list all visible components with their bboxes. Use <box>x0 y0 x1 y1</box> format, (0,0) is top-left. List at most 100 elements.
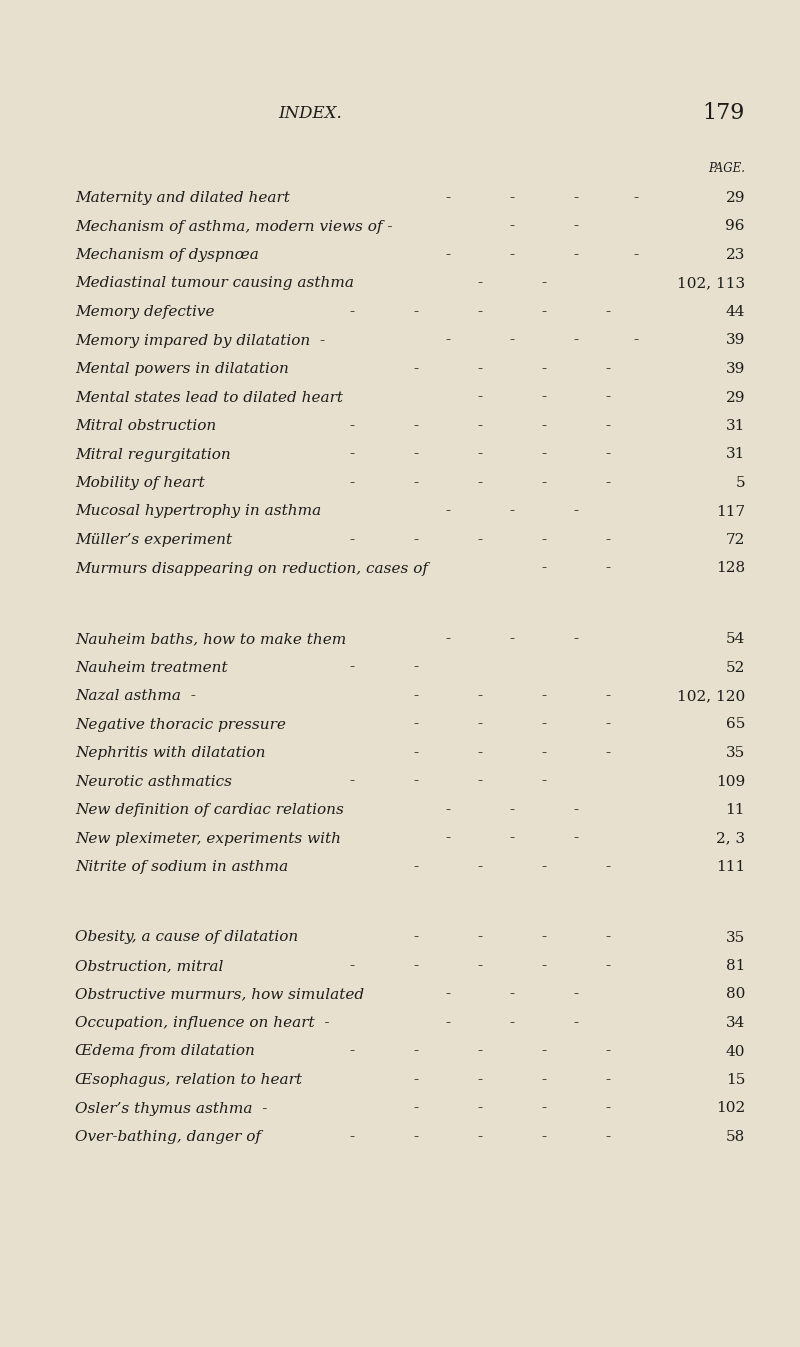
Text: -: - <box>478 1102 482 1115</box>
Text: -: - <box>414 533 418 547</box>
Text: -: - <box>542 533 546 547</box>
Text: -: - <box>510 248 514 263</box>
Text: 58: 58 <box>726 1130 745 1144</box>
Text: -: - <box>606 1074 610 1087</box>
Text: -: - <box>606 533 610 547</box>
Text: Over-bathing, danger of: Over-bathing, danger of <box>75 1130 261 1144</box>
Text: -: - <box>350 959 354 973</box>
Text: 81: 81 <box>726 959 745 973</box>
Text: Mobility of heart: Mobility of heart <box>75 475 205 490</box>
Text: -: - <box>542 746 546 760</box>
Text: -: - <box>542 859 546 874</box>
Text: -: - <box>606 475 610 490</box>
Text: -: - <box>478 959 482 973</box>
Text: -: - <box>414 362 418 376</box>
Text: -: - <box>574 1016 578 1030</box>
Text: Mechanism of asthma, modern views of -: Mechanism of asthma, modern views of - <box>75 220 393 233</box>
Text: -: - <box>446 248 450 263</box>
Text: INDEX.: INDEX. <box>278 105 342 121</box>
Text: 31: 31 <box>726 419 745 432</box>
Text: -: - <box>414 859 418 874</box>
Text: -: - <box>350 775 354 788</box>
Text: -: - <box>542 1044 546 1059</box>
Text: -: - <box>606 562 610 575</box>
Text: Nazal asthma  -: Nazal asthma - <box>75 690 196 703</box>
Text: -: - <box>606 718 610 731</box>
Text: Negative thoracic pressure: Negative thoracic pressure <box>75 718 286 731</box>
Text: 35: 35 <box>726 931 745 944</box>
Text: 102: 102 <box>716 1102 745 1115</box>
Text: -: - <box>446 505 450 519</box>
Text: -: - <box>414 1102 418 1115</box>
Text: -: - <box>478 533 482 547</box>
Text: -: - <box>606 859 610 874</box>
Text: -: - <box>350 475 354 490</box>
Text: 40: 40 <box>726 1044 745 1059</box>
Text: Occupation, influence on heart  -: Occupation, influence on heart - <box>75 1016 330 1030</box>
Text: -: - <box>414 660 418 675</box>
Text: 111: 111 <box>716 859 745 874</box>
Text: 80: 80 <box>726 987 745 1002</box>
Text: -: - <box>414 1044 418 1059</box>
Text: -: - <box>606 419 610 432</box>
Text: -: - <box>574 831 578 846</box>
Text: Obesity, a cause of dilatation: Obesity, a cause of dilatation <box>75 931 298 944</box>
Text: Œsophagus, relation to heart: Œsophagus, relation to heart <box>75 1074 302 1087</box>
Text: -: - <box>478 391 482 404</box>
Text: Mental powers in dilatation: Mental powers in dilatation <box>75 362 289 376</box>
Text: Memory impared by dilatation  -: Memory impared by dilatation - <box>75 334 325 348</box>
Text: -: - <box>414 1130 418 1144</box>
Text: -: - <box>542 931 546 944</box>
Text: -: - <box>606 746 610 760</box>
Text: -: - <box>542 1130 546 1144</box>
Text: Mitral obstruction: Mitral obstruction <box>75 419 216 432</box>
Text: 15: 15 <box>726 1074 745 1087</box>
Text: -: - <box>510 334 514 348</box>
Text: -: - <box>542 304 546 319</box>
Text: -: - <box>634 334 638 348</box>
Text: -: - <box>478 931 482 944</box>
Text: -: - <box>542 562 546 575</box>
Text: -: - <box>542 276 546 291</box>
Text: -: - <box>606 304 610 319</box>
Text: -: - <box>446 334 450 348</box>
Text: -: - <box>574 191 578 205</box>
Text: -: - <box>414 447 418 462</box>
Text: -: - <box>414 304 418 319</box>
Text: -: - <box>414 475 418 490</box>
Text: 39: 39 <box>726 362 745 376</box>
Text: -: - <box>414 690 418 703</box>
Text: -: - <box>574 334 578 348</box>
Text: -: - <box>542 1102 546 1115</box>
Text: 5: 5 <box>735 475 745 490</box>
Text: -: - <box>542 690 546 703</box>
Text: 72: 72 <box>726 533 745 547</box>
Text: 102, 120: 102, 120 <box>677 690 745 703</box>
Text: -: - <box>478 419 482 432</box>
Text: -: - <box>446 831 450 846</box>
Text: -: - <box>510 220 514 233</box>
Text: -: - <box>414 718 418 731</box>
Text: -: - <box>478 475 482 490</box>
Text: 102, 113: 102, 113 <box>677 276 745 291</box>
Text: -: - <box>350 533 354 547</box>
Text: -: - <box>542 775 546 788</box>
Text: -: - <box>542 391 546 404</box>
Text: -: - <box>574 248 578 263</box>
Text: -: - <box>542 718 546 731</box>
Text: -: - <box>350 447 354 462</box>
Text: Mucosal hypertrophy in asthma: Mucosal hypertrophy in asthma <box>75 505 322 519</box>
Text: -: - <box>414 1074 418 1087</box>
Text: Obstructive murmurs, how simulated: Obstructive murmurs, how simulated <box>75 987 364 1002</box>
Text: PAGE.: PAGE. <box>708 162 745 175</box>
Text: -: - <box>606 690 610 703</box>
Text: -: - <box>478 690 482 703</box>
Text: -: - <box>414 746 418 760</box>
Text: -: - <box>350 660 354 675</box>
Text: -: - <box>542 419 546 432</box>
Text: -: - <box>478 718 482 731</box>
Text: -: - <box>350 419 354 432</box>
Text: -: - <box>606 391 610 404</box>
Text: -: - <box>446 987 450 1002</box>
Text: Nauheim baths, how to make them: Nauheim baths, how to make them <box>75 632 346 647</box>
